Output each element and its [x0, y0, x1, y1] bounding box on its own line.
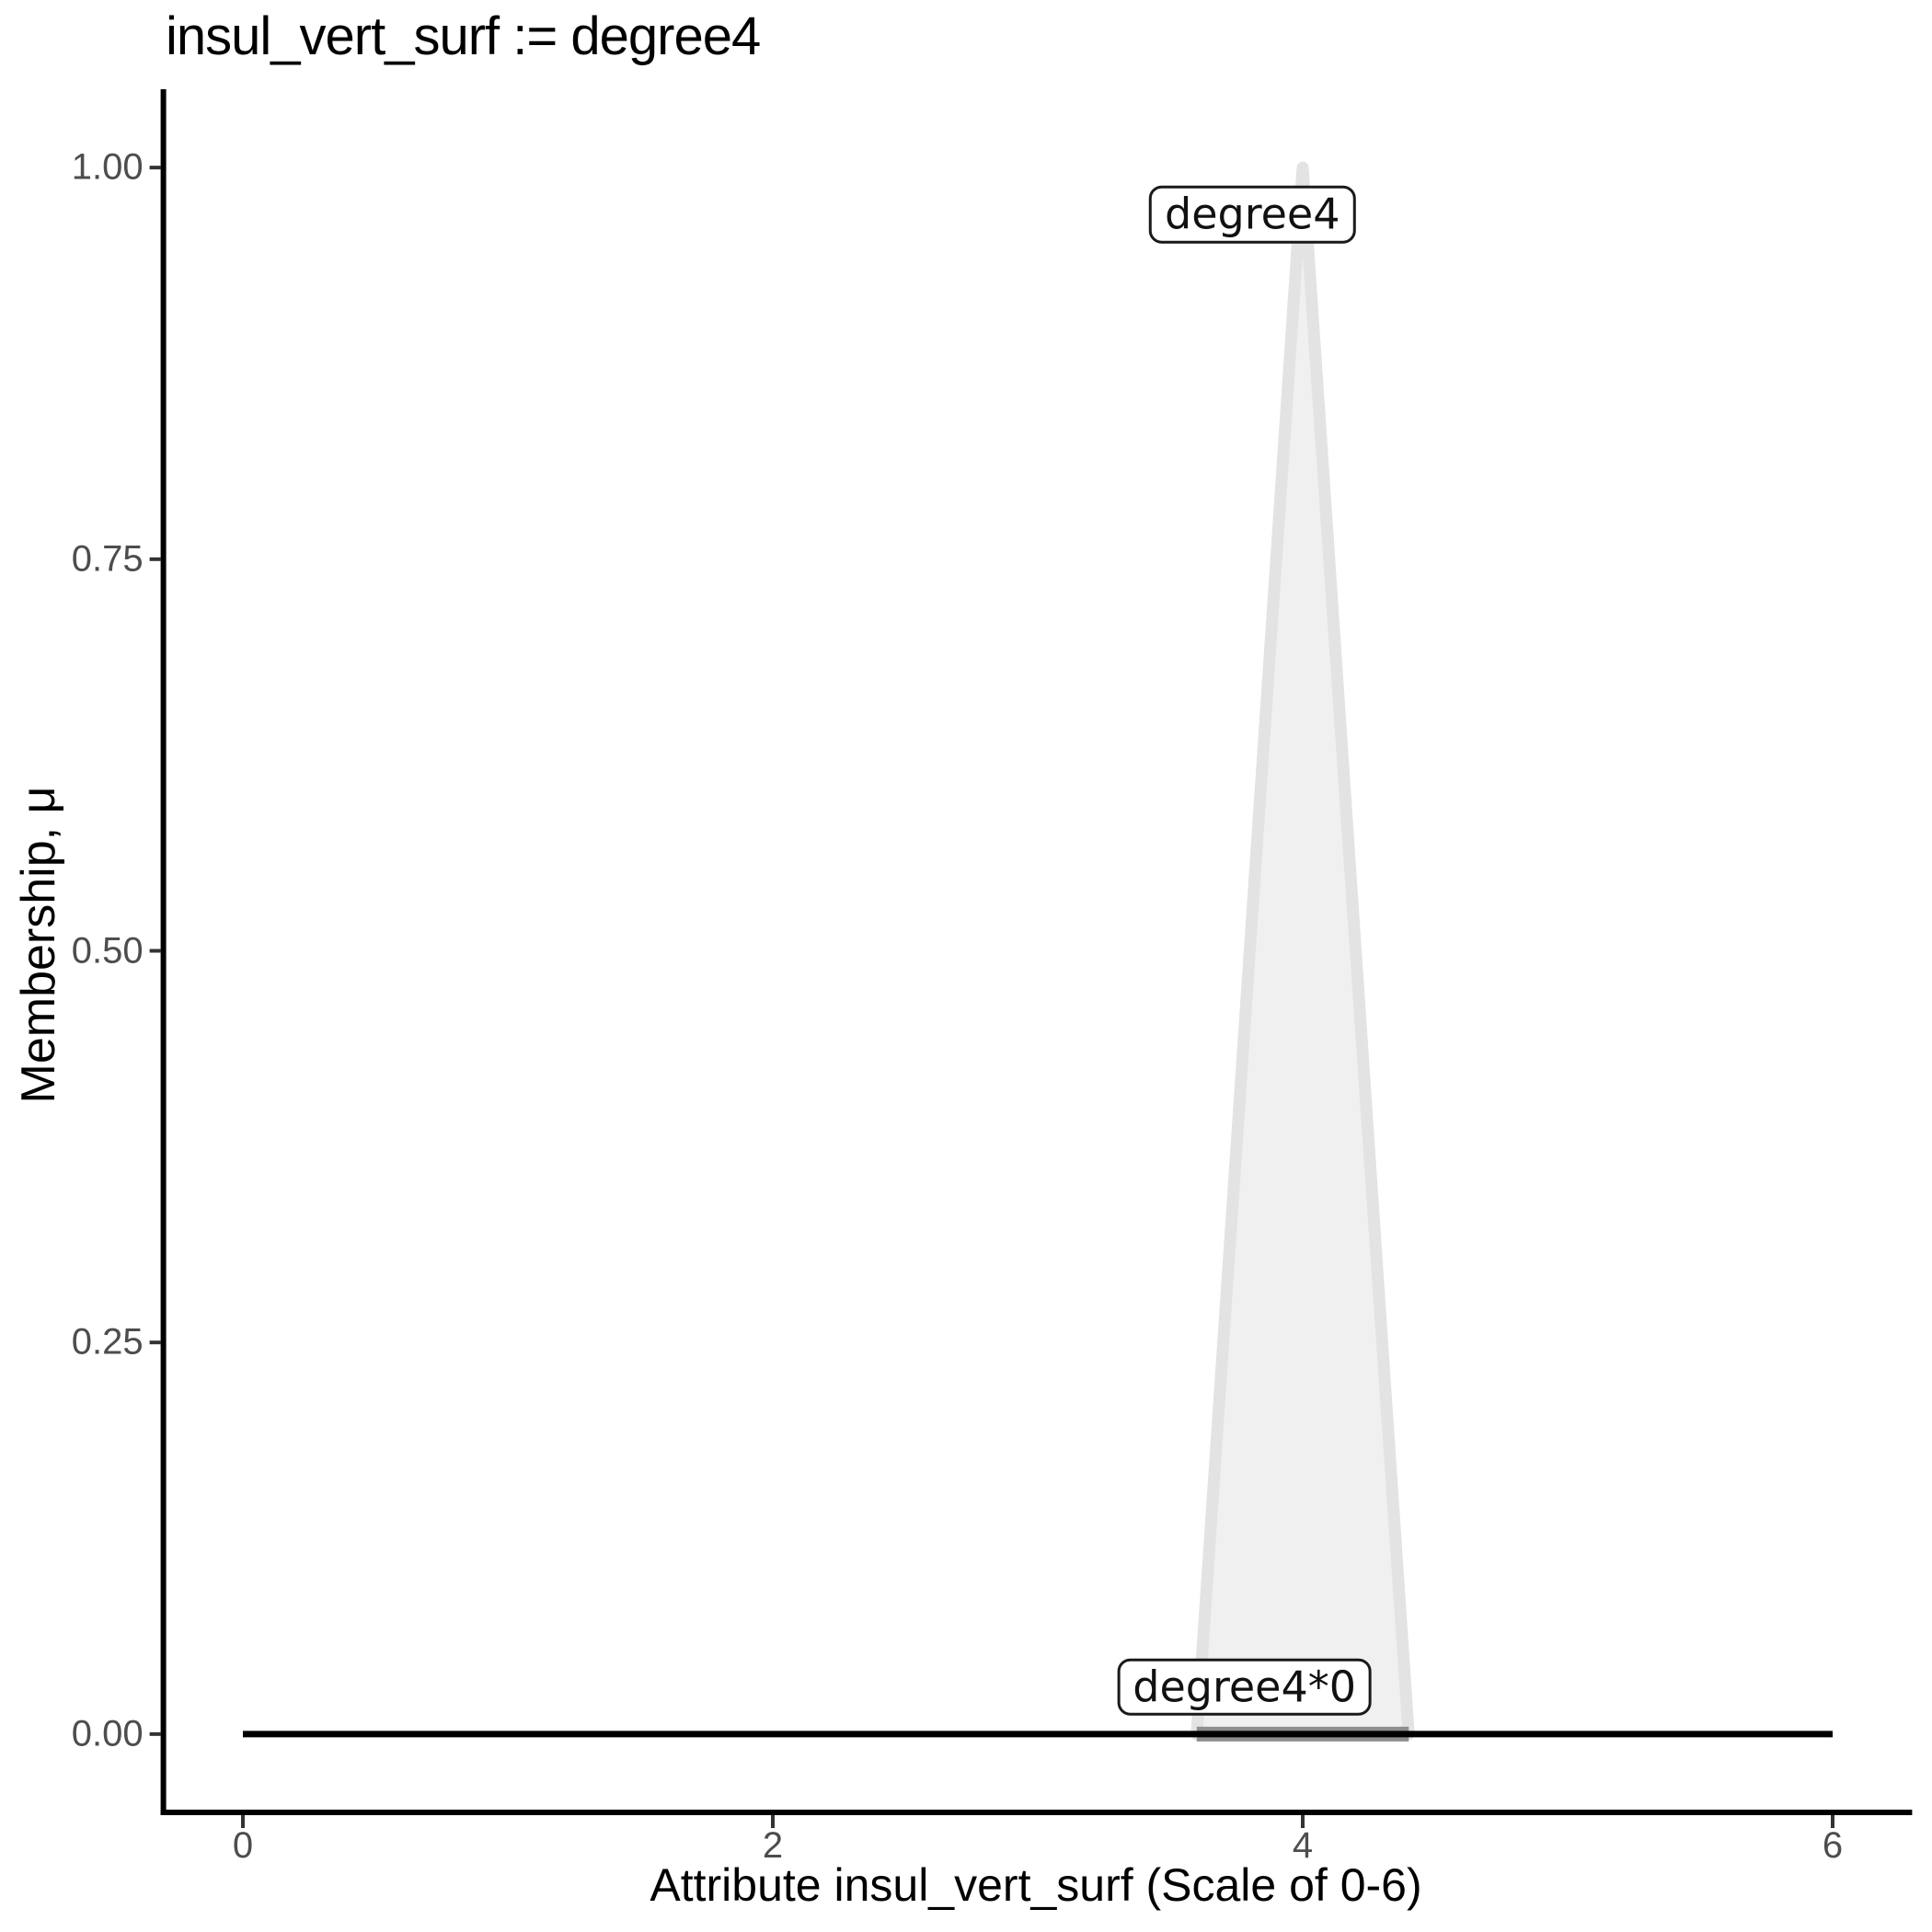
x-axis-title: Attribute insul_vert_surf (Scale of 0-6)	[650, 1859, 1422, 1911]
x-tick-label: 4	[1292, 1825, 1314, 1866]
membership-curve-degree4	[1190, 161, 1415, 1741]
y-tick-label: 1.00	[71, 146, 144, 188]
y-tick-label: 0.75	[71, 538, 144, 580]
y-tick-label: 0.50	[71, 930, 144, 971]
annotation-label-degree4x0: degree4*0	[1117, 1658, 1372, 1717]
annotation-label-degree4: degree4	[1149, 185, 1356, 244]
y-tick-label: 0.25	[71, 1321, 144, 1363]
y-axis-title: Membership, μ	[12, 786, 65, 1104]
x-tick-label: 2	[762, 1825, 784, 1866]
x-tick-label: 0	[232, 1825, 254, 1866]
plot-title: insul_vert_surf := degree4	[166, 6, 761, 66]
y-tick-label: 0.00	[71, 1713, 144, 1754]
x-tick-label: 6	[1822, 1825, 1844, 1866]
